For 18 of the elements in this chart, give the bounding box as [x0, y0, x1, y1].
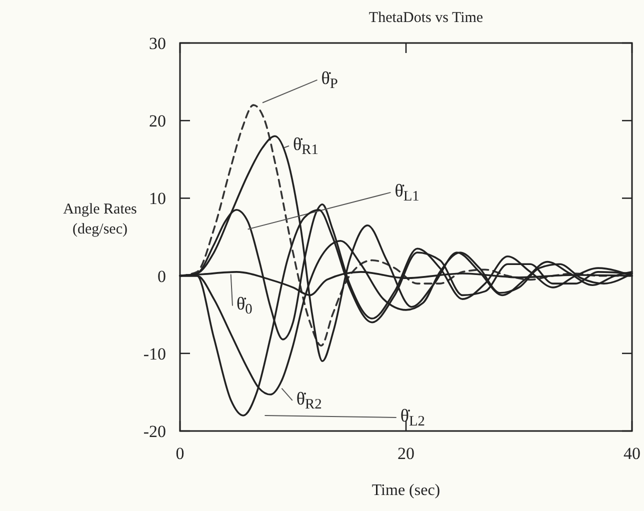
y-tick-label: 20: [149, 112, 166, 131]
x-tick-label: 0: [176, 444, 184, 463]
chart-title: ThetaDots vs Time: [368, 10, 484, 26]
text: θ̇$_{L1}$: [394, 180, 420, 205]
y-tick-label: -20: [143, 422, 166, 441]
text: θ̇$_{P}$: [321, 68, 338, 92]
series-label: θ̇$_{R1}$: [293, 134, 318, 158]
y-tick-label: 0: [158, 266, 166, 286]
y-axis-title: Angle Rates (deg/sec): [63, 202, 138, 238]
x-axis-title: Time (sec): [372, 482, 440, 499]
y-tick-label: 30: [149, 34, 166, 53]
series-label: θ̇$_{0}$: [236, 294, 252, 318]
x-tick-label: 20: [398, 444, 414, 463]
y-tick-label: 10: [149, 189, 166, 208]
x-tick-label: 40: [624, 444, 640, 463]
text: θ̇$_{L2}$: [400, 405, 425, 430]
series-label: θ̇$_{R2}$: [296, 388, 322, 413]
y-tick-label: -10: [143, 344, 166, 364]
